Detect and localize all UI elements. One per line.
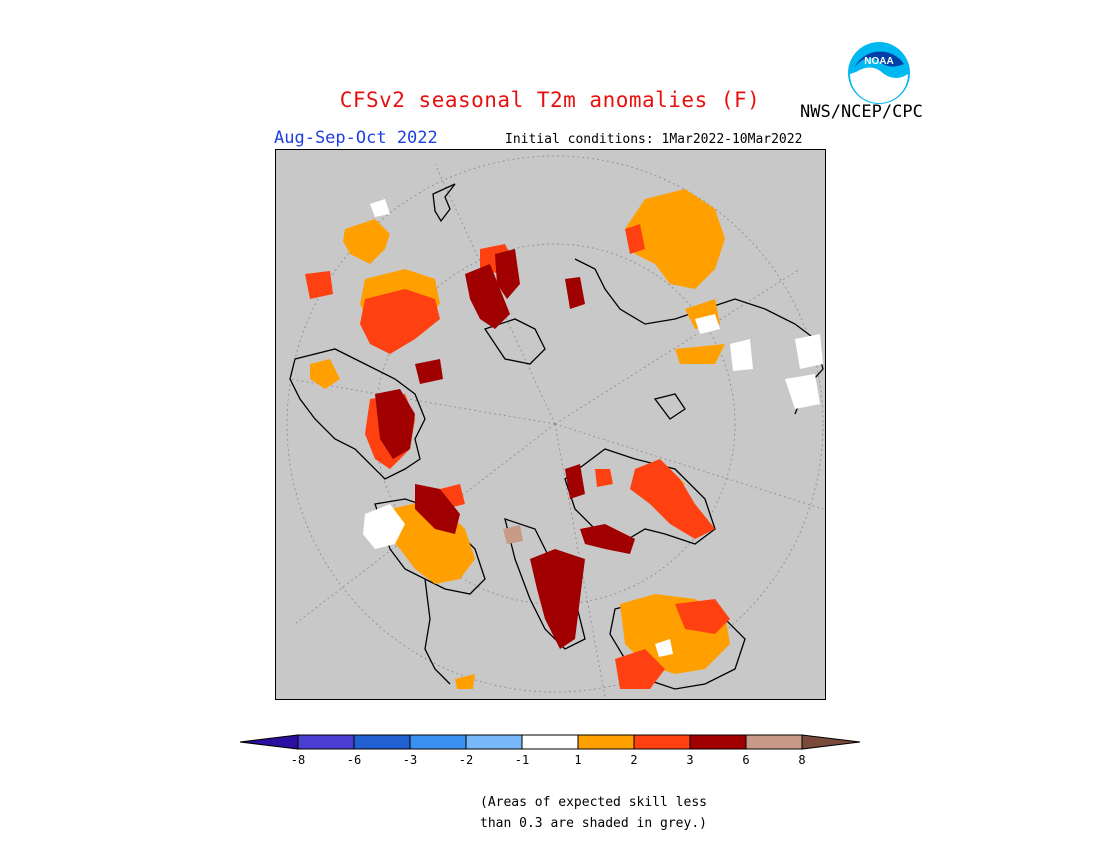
coastline-outlines — [289, 183, 824, 690]
legend-bin — [465, 734, 523, 750]
legend-tick-label: -1 — [515, 753, 529, 767]
legend-bin — [297, 734, 355, 750]
legend-bin — [409, 734, 467, 750]
legend-tick-label: -8 — [291, 753, 305, 767]
color-legend: -8 -6 -3 -2 -1 1 2 3 6 8 — [239, 734, 861, 767]
anomaly-fill-white — [363, 199, 823, 657]
skill-footnote-line-1: (Areas of expected skill less — [480, 795, 707, 810]
legend-tick-label: -2 — [459, 753, 473, 767]
legend-tick-label: 3 — [686, 753, 693, 767]
legend-tick-label: 6 — [742, 753, 749, 767]
polar-anomaly-map — [275, 149, 826, 700]
map-title: CFSv2 seasonal T2m anomalies (F) — [339, 88, 761, 112]
legend-bin — [577, 734, 635, 750]
legend-tick-label: -6 — [347, 753, 361, 767]
legend-arrow-left — [239, 734, 299, 750]
noaa-logo: NOAA — [848, 42, 910, 104]
agency-label: NWS/NCEP/CPC — [800, 102, 923, 122]
legend-tick-label: 1 — [574, 753, 581, 767]
legend-bin — [689, 734, 747, 750]
legend-bin — [353, 734, 411, 750]
skill-footnote-line-2: than 0.3 are shaded in grey.) — [480, 816, 707, 831]
skill-footnote: (Areas of expected skill less than 0.3 a… — [480, 792, 740, 834]
season-label: Aug-Sep-Oct 2022 — [274, 128, 438, 148]
noaa-logo-text: NOAA — [864, 56, 893, 67]
anomaly-fill-dark — [375, 249, 635, 649]
legend-tick-label: 8 — [798, 753, 805, 767]
legend-tick-label: -3 — [403, 753, 417, 767]
legend-bin — [633, 734, 691, 750]
anomaly-fill-tan — [503, 525, 523, 544]
legend-tick-label: 2 — [630, 753, 637, 767]
legend-arrow-right — [801, 734, 861, 750]
legend-bin — [521, 734, 579, 750]
initial-conditions-label: Initial conditions: 1Mar2022-10Mar2022 — [505, 132, 803, 147]
legend-bin — [745, 734, 803, 750]
